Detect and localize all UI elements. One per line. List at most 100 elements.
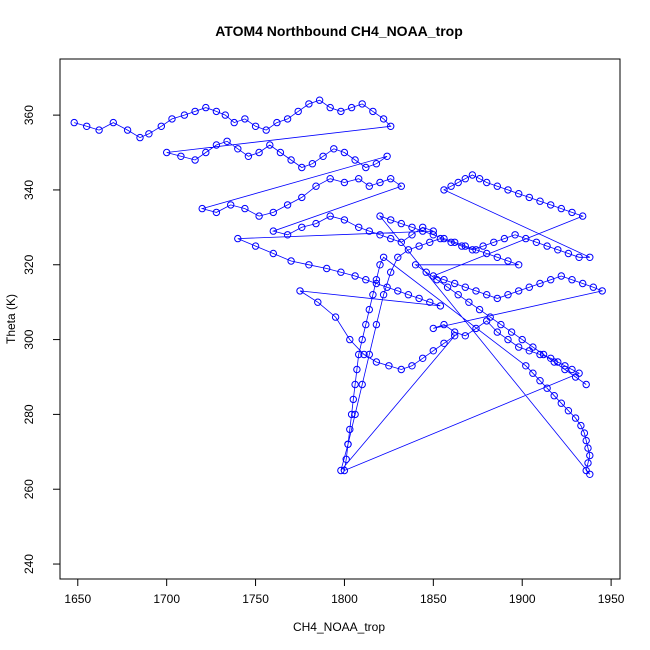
data-point [472,246,480,254]
data-point [580,429,589,437]
data-point [241,204,249,213]
data-point [522,362,530,370]
data-point [568,276,576,284]
data-point [568,208,576,217]
data-point [340,148,349,157]
data-point [454,291,462,299]
data-point [385,362,393,370]
data-point [358,100,366,108]
data-point [330,145,338,153]
y-tick-label: 280 [22,404,36,424]
data-point [408,231,416,239]
data-point [177,152,185,161]
data-point [536,350,544,359]
data-point [191,156,199,164]
data-point [461,332,469,340]
data-point [515,343,523,351]
data-point [468,171,477,179]
data-point [536,197,544,205]
data-point [344,440,352,448]
data-point [577,421,585,430]
data-point [532,238,541,247]
data-point [582,380,590,389]
data-point [283,201,292,209]
data-point [379,291,388,299]
data-point [362,320,370,329]
data-point [234,234,242,243]
data-point [337,107,345,116]
data-point [349,395,357,404]
data-point [83,122,91,131]
data-point [422,268,430,276]
plot-frame [59,58,621,580]
data-point [351,272,359,280]
data-point [319,152,327,161]
data-point [584,444,592,452]
data-point [251,242,260,250]
y-tick-label: 240 [22,554,36,574]
data-point [315,96,324,104]
data-point [500,234,509,243]
data-point [362,163,370,172]
data-point [372,320,381,329]
data-point [227,201,235,209]
data-point [262,126,270,134]
data-point [287,257,295,265]
data-point [408,223,416,232]
chart-title: ATOM4 Northbound CH4_NOAA_trop [215,23,463,39]
data-point [515,261,523,269]
data-point [276,148,285,157]
data-point [314,298,322,306]
data-point [404,246,413,254]
data-point [346,335,354,344]
data-point [571,373,580,381]
x-tick-label: 1950 [598,592,625,606]
data-point [269,208,277,217]
data-point [415,294,423,303]
data-point [283,115,292,123]
data-point [372,358,381,366]
data-point [372,160,381,168]
data-point [515,190,523,198]
data-point [241,115,249,123]
data-point [387,175,395,183]
data-point [326,103,334,112]
data-point [539,350,548,359]
data-point [493,294,501,303]
data-point [504,257,512,265]
data-point [95,126,103,134]
data-point [369,107,377,116]
data-point [561,365,569,374]
data-point [598,287,606,295]
data-point [475,175,484,183]
data-point [472,287,480,295]
data-point [296,287,304,295]
data-point [379,115,388,123]
data-point [326,212,334,220]
data-point [554,246,562,254]
data-point [298,163,306,172]
data-point [440,276,448,284]
data-point [376,231,384,239]
data-point [408,362,416,370]
data-point [586,451,594,460]
data-point [298,223,306,232]
data-point [564,407,573,415]
data-point [419,223,427,232]
x-tick-label: 1700 [153,592,180,606]
data-point [536,377,544,385]
data-point [394,253,402,261]
data-point [451,279,459,288]
data-point [202,103,210,112]
data-point [536,279,544,288]
data-point [525,193,533,202]
data-point [493,253,501,261]
y-axis-label: Theta (K) [4,294,18,344]
data-point [472,324,480,333]
y-tick-label: 340 [22,180,36,200]
data-point [504,335,512,344]
x-axis: 1650 1700 1750 1800 1850 1900 1950 [64,578,625,606]
data-point [283,231,292,239]
data-point [550,392,558,400]
data-point [554,358,562,366]
